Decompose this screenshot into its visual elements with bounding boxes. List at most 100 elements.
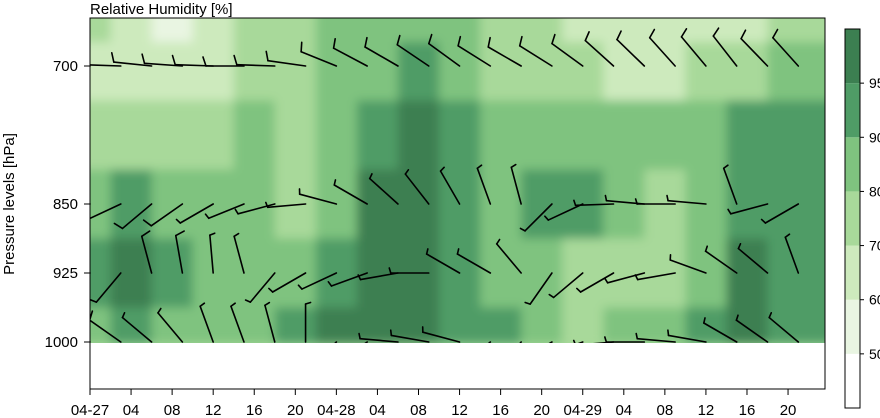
wind-barb (439, 166, 461, 205)
barb-shaft (230, 305, 245, 343)
wind-barb (704, 245, 738, 274)
barb-flag (202, 56, 207, 67)
wind-barb (174, 230, 185, 274)
wind-barb (175, 203, 214, 224)
x-tick-label: 12 (205, 402, 222, 418)
wind-barb (548, 272, 584, 299)
wind-barb (332, 38, 368, 67)
wind-barb (680, 28, 707, 67)
barb-flag (264, 301, 271, 307)
humidity-cell (480, 307, 522, 343)
barb-shaft (249, 272, 276, 303)
x-tick-label: 04-29 (564, 402, 602, 418)
barb-flag (667, 329, 670, 337)
barb-flag (727, 208, 732, 215)
barb-shaft (495, 243, 522, 274)
barb-shaft (209, 234, 214, 274)
barb-flag (635, 332, 639, 340)
barb-flag (604, 277, 609, 284)
barb-flag (666, 194, 669, 202)
wind-barb (573, 199, 615, 207)
humidity-cell (110, 42, 153, 101)
humidity-cell (562, 100, 604, 170)
y-axis-label: Pressure levels [hPa] (1, 133, 18, 275)
humidity-cell (644, 42, 686, 101)
barb-shaft (667, 199, 707, 205)
barb-shaft (428, 42, 461, 67)
humidity-cell (356, 307, 399, 343)
barb-shaft (368, 177, 399, 205)
wind-barb (768, 311, 800, 343)
humidity-cell (90, 42, 112, 101)
humidity-cell (521, 100, 563, 170)
wind-barb (760, 203, 800, 224)
x-tick-label: 12 (451, 402, 468, 418)
wind-barb (140, 230, 153, 274)
wind-barb (327, 272, 368, 287)
barb-shaft (529, 272, 553, 305)
barb-shaft (740, 37, 769, 67)
barb-shaft (157, 312, 184, 343)
wind-barb (209, 232, 216, 274)
barb-shaft (121, 203, 153, 230)
wind-barb (544, 203, 584, 221)
barb-shaft (390, 334, 430, 343)
barb-shaft (764, 203, 800, 224)
wind-barb (604, 272, 646, 284)
x-tick-label: 16 (739, 402, 756, 418)
barb-shaft (267, 59, 307, 67)
colorbar-segment (845, 299, 860, 354)
barb-flag (519, 227, 526, 232)
humidity-cell (803, 169, 825, 239)
wind-barb (113, 203, 153, 230)
wind-barb (669, 253, 707, 274)
humidity-cell (315, 307, 358, 343)
barb-flag (204, 213, 210, 220)
humidity-cell (274, 307, 317, 343)
barb-shaft (476, 167, 492, 205)
barb-flag (604, 194, 608, 202)
barb-shaft (703, 322, 738, 343)
humidity-cell (726, 42, 769, 101)
wind-barb (703, 317, 738, 343)
wind-barb (204, 203, 245, 220)
barb-shaft (199, 305, 214, 343)
barb-flag (171, 54, 177, 66)
humidity-cell (356, 169, 399, 239)
barb-shaft (300, 50, 338, 67)
wind-barb (230, 302, 245, 343)
barb-flag (233, 54, 238, 66)
barb-flag (332, 361, 336, 364)
barb-shaft (113, 61, 153, 67)
barb-flag (737, 242, 742, 250)
x-tick-label: 12 (698, 402, 715, 418)
barb-shaft (547, 203, 584, 221)
barb-flag (234, 208, 239, 215)
barb-shaft (425, 253, 461, 274)
humidity-cell (151, 18, 194, 43)
barb-flag (304, 301, 312, 305)
colorbar-segment (845, 83, 860, 138)
barb-flag (264, 201, 269, 209)
barb-flag (584, 31, 590, 42)
barb-shaft (396, 43, 430, 67)
barb-shaft (636, 337, 676, 343)
humidity-cell (151, 238, 194, 308)
wind-barb (141, 53, 184, 67)
humidity-cell (192, 42, 235, 101)
barb-flag (142, 219, 153, 227)
wind-barb (234, 203, 276, 215)
barb-flag (768, 311, 773, 319)
barb-shaft (518, 45, 553, 67)
barb-flag (703, 317, 706, 324)
barb-flag (357, 274, 362, 281)
wind-barb (735, 314, 769, 343)
wind-barb (157, 307, 184, 343)
barb-shaft (333, 184, 368, 205)
y-tick-label: 1000 (45, 334, 78, 351)
barb-shaft (680, 36, 707, 67)
humidity-field (90, 18, 825, 343)
wind-barb (666, 194, 707, 205)
barb-flag (428, 33, 433, 45)
humidity-cell (274, 238, 317, 308)
